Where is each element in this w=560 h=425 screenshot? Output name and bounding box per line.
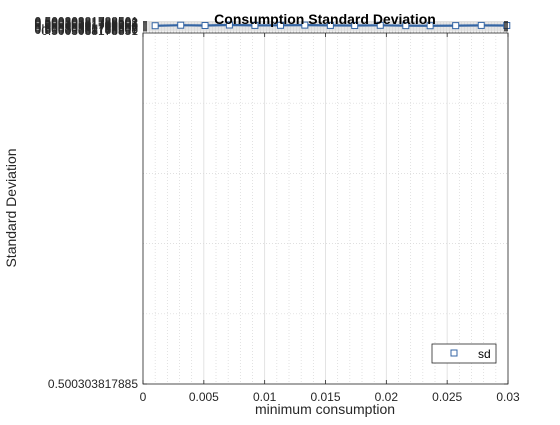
data-point [301, 21, 309, 29]
legend-marker-square [450, 349, 458, 357]
y-tick-label: 0.50030381788508 [35, 22, 139, 36]
data-point [151, 22, 159, 30]
y-tick-label: 0.50030381788505 [35, 19, 139, 33]
data-point [276, 21, 284, 29]
x-tick-label: 0.025 [432, 390, 462, 404]
x-tick-label: 0.02 [375, 390, 399, 404]
data-point [351, 22, 359, 30]
legend-label: sd [478, 347, 491, 361]
y-tick-label: 0.50030381788502 [35, 16, 139, 30]
y-tick-label: 0.5003038178851 [41, 24, 138, 38]
data-point [426, 22, 434, 30]
chart-title: Consumption Standard Deviation [214, 11, 436, 27]
data-point [402, 22, 410, 30]
y-tick-label: 0.50030381788507 [35, 21, 139, 35]
x-tick-label: 0 [140, 390, 147, 404]
data-point [326, 21, 334, 29]
y-tick-label: 0.50030381788506 [35, 20, 139, 34]
y-tick-label: 0.50030381788504 [35, 18, 139, 32]
x-tick-label: 0.01 [253, 390, 277, 404]
data-point [251, 21, 259, 29]
x-tick-label: 0.005 [189, 390, 219, 404]
data-point [452, 22, 460, 30]
x-tick-label: 0.015 [310, 390, 340, 404]
y-tick-label: 0.50030381788503 [35, 17, 139, 31]
y-axis-label: Standard Deviation [3, 148, 19, 267]
data-point [201, 22, 209, 30]
ticks: 0 0.005 0.01 0.015 0.02 0.025 0.03 0.5003038178… [35, 15, 520, 404]
y-tick-label: 0.500303817885 [48, 377, 138, 391]
y-tick-label: 0.50030381788509 [35, 23, 139, 37]
y-tick-label: 0.50030381788501 [35, 15, 139, 29]
x-axis-label: minimum consumption [255, 401, 395, 417]
data-point [177, 21, 185, 29]
legend: sd [431, 343, 497, 364]
data-point [225, 21, 233, 29]
legend-box [431, 343, 497, 364]
data-point [376, 21, 384, 29]
x-tick-label: 0.03 [496, 390, 520, 404]
data-point [477, 21, 485, 29]
